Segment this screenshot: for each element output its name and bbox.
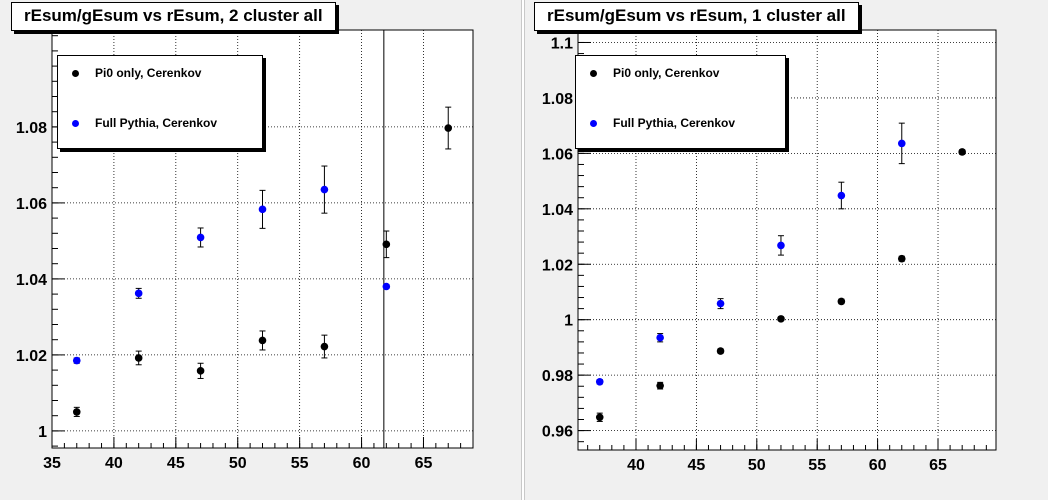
right-chart-series0-point [958, 148, 966, 156]
right-chart-y-tick-label: 0.98 [542, 368, 573, 385]
left-chart-pad: 35 40 45 50 55 60 65 1 1.02 1.04 1.06 1.08 rEsum/gE… [0, 0, 522, 500]
left-chart-y-tick-label: 1.08 [16, 120, 47, 137]
right-chart-x-tick-label: 55 [808, 457, 826, 474]
right-chart-y-tick-label: 1.06 [542, 146, 573, 163]
right-chart-series1-point [837, 191, 846, 200]
right-chart-series1-point [595, 378, 604, 386]
left-chart-series1-point [258, 205, 267, 214]
left-chart-series0-point [382, 240, 391, 249]
right-chart-series1-point [897, 139, 906, 148]
left-chart-y-tick-label: 1.02 [16, 348, 47, 365]
left-legend-item-pythia: Full Pythia, Cerenkov [72, 116, 217, 130]
right-chart-y-tick-label: 1.02 [542, 257, 573, 274]
right-legend-item-pi0: Pi0 only, Cerenkov [590, 66, 719, 80]
right-chart-y-tick-label: 0.96 [542, 424, 573, 441]
right-chart-y-tick-label: 1.08 [542, 91, 573, 108]
right-chart-series0-point [837, 297, 846, 306]
left-chart-x-tick-label: 60 [353, 455, 371, 472]
right-chart-series1-point [656, 333, 664, 342]
left-chart-series0-point [196, 367, 205, 375]
right-chart-y-tick-label: 1.04 [542, 202, 573, 219]
right-chart-pad: 40 45 50 55 60 65 0.96 0.98 1 1.02 1.04 1.06 1.08 1.1… [524, 0, 1048, 500]
legend-label-pi0: Pi0 only, Cerenkov [613, 66, 720, 80]
legend-label-pythia: Full Pythia, Cerenkov [613, 116, 736, 130]
right-chart-series1-point [716, 299, 725, 308]
legend-marker-pythia [72, 119, 79, 127]
left-chart-x-tick-label: 35 [43, 455, 61, 472]
right-chart-x-tick-label: 60 [869, 457, 887, 474]
left-chart-series1-point [134, 289, 143, 298]
right-chart-series0-point [595, 413, 604, 422]
left-chart-x-tick-label: 40 [105, 455, 123, 472]
right-chart-y-tick-label: 1.1 [551, 35, 573, 52]
left-chart-x-tick-label: 50 [229, 455, 247, 472]
left-chart-x-tick-label: 55 [291, 455, 309, 472]
left-chart-title: rEsum/gEsum vs rEsum, 2 cluster all [11, 2, 336, 31]
legend-marker-pi0 [72, 69, 79, 77]
right-chart-title: rEsum/gEsum vs rEsum, 1 cluster all [534, 2, 859, 31]
left-chart-x-tick-label: 45 [167, 455, 185, 472]
right-chart-x-tick-label: 45 [687, 457, 705, 474]
legend-label-pythia: Full Pythia, Cerenkov [95, 116, 218, 130]
left-chart-series1-point [72, 356, 81, 365]
left-chart-y-tick-label: 1 [38, 424, 47, 441]
right-chart-x-tick-label: 40 [627, 457, 645, 474]
left-chart-series0-point [72, 408, 81, 416]
legend-label-pi0: Pi0 only, Cerenkov [95, 66, 202, 80]
left-chart-series1-point [196, 233, 205, 242]
right-chart-series0-point [716, 347, 725, 355]
left-chart-series0-point [320, 342, 329, 351]
left-chart-series1-point [320, 185, 329, 194]
right-chart-series0-point [777, 315, 785, 323]
left-chart-series0-point [258, 336, 267, 345]
left-chart-y-tick-label: 1.04 [16, 272, 47, 289]
left-chart-series0-point [444, 124, 453, 132]
left-chart-legend: Pi0 only, Cerenkov Full Pythia, Cerenkov [57, 55, 263, 149]
legend-marker-pi0 [590, 69, 597, 77]
right-chart-series0-point [656, 381, 664, 390]
left-chart-x-tick-label: 65 [415, 455, 433, 472]
legend-marker-pythia [590, 119, 597, 127]
right-legend-item-pythia: Full Pythia, Cerenkov [590, 116, 735, 130]
right-chart-series0-point [897, 254, 906, 263]
right-chart-y-tick-label: 1 [564, 313, 573, 330]
left-chart-series1-point [382, 282, 391, 291]
right-chart-series1-point [777, 241, 785, 250]
right-chart-legend: Pi0 only, Cerenkov Full Pythia, Cerenkov [575, 55, 786, 149]
right-chart-x-tick-label: 65 [929, 457, 947, 474]
right-chart-x-tick-label: 50 [748, 457, 766, 474]
left-chart-y-tick-label: 1.06 [16, 196, 47, 213]
left-chart-series0-point [134, 354, 143, 362]
left-legend-item-pi0: Pi0 only, Cerenkov [72, 66, 201, 80]
